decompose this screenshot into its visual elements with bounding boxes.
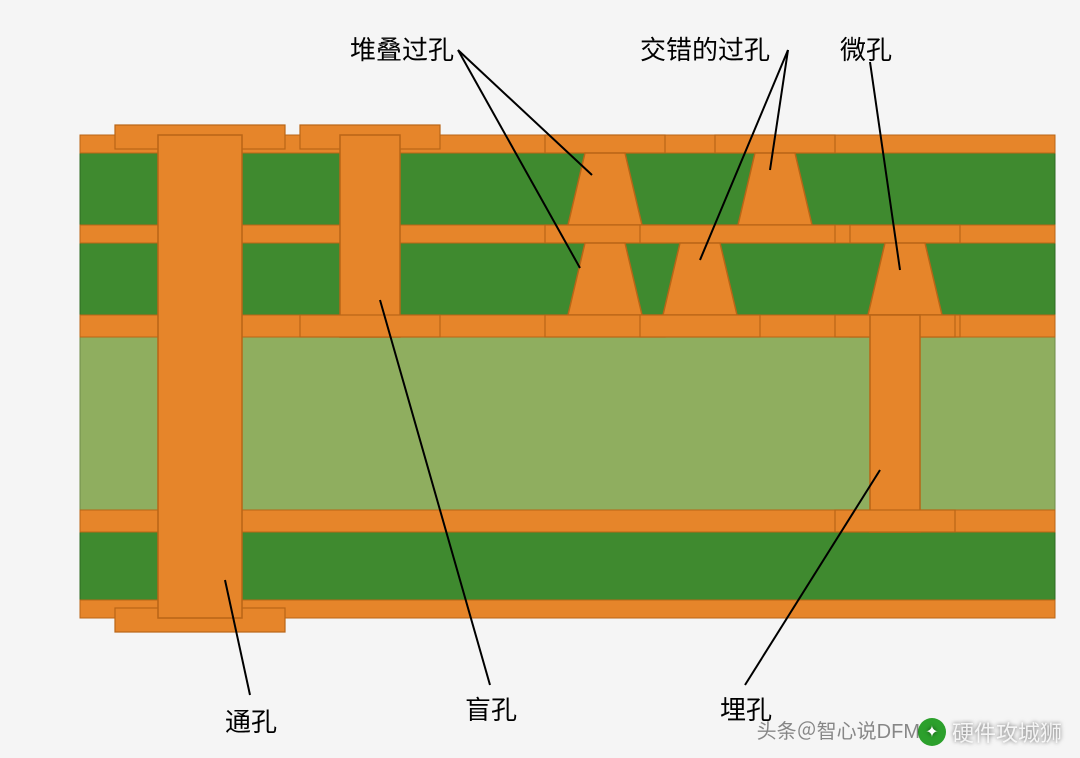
pcb-cross-section-svg bbox=[0, 0, 1080, 758]
label-micro-via: 微孔 bbox=[840, 30, 892, 67]
label-blind-via: 盲孔 bbox=[465, 690, 517, 727]
watermark-secondary: 头条＠智心说DFM bbox=[757, 715, 920, 744]
label-staggered-via: 交错的过孔 bbox=[640, 30, 770, 67]
label-stacked-via: 堆叠过孔 bbox=[350, 30, 454, 67]
watermark-primary-text: 硬件攻城狮 bbox=[952, 716, 1062, 748]
label-through-hole: 通孔 bbox=[225, 702, 277, 739]
diagram-stage bbox=[0, 0, 1080, 758]
wechat-icon: ✦ bbox=[918, 718, 946, 746]
watermark-primary: ✦ 硬件攻城狮 bbox=[918, 716, 1062, 748]
